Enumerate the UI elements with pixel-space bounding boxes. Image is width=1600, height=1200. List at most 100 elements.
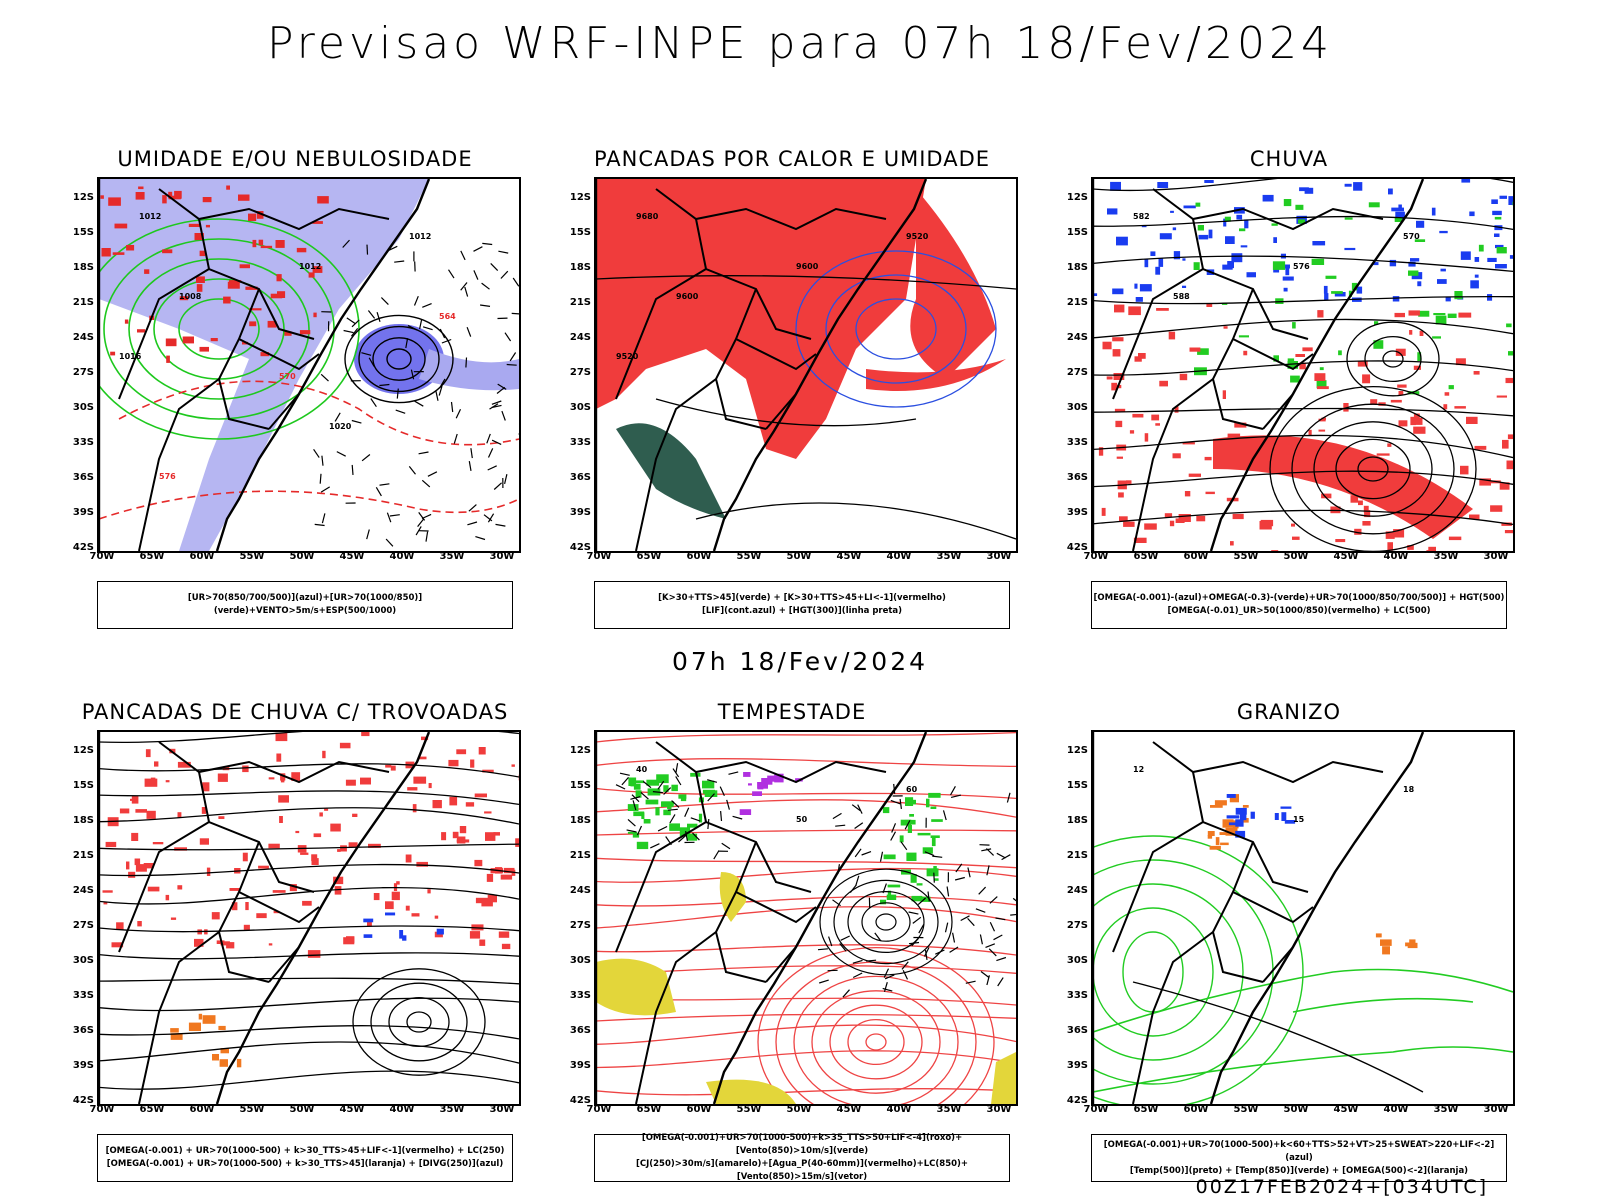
wind850-green [911,895,923,902]
lon-tick-label: 60W [1183,1104,1209,1115]
omega-blue [1141,225,1147,228]
lon-tick-label: 55W [239,551,265,562]
omega-blue [1285,267,1290,276]
wind-vector [927,891,930,902]
lat-tick-label: 21S [72,850,94,861]
lat-tick-label: 27S [72,920,94,931]
wind850-green [702,780,715,789]
omega-blue [1499,195,1507,199]
wind-vector [917,897,926,906]
wind850-green [900,819,912,826]
divergence-blue [399,930,404,939]
omega-red [1101,507,1106,516]
wind850-green [922,847,933,854]
contour-label: 570 [1403,232,1420,241]
streamline [1093,255,1513,273]
height-contour [1269,385,1477,551]
lat-tick-label: 24S [569,332,591,343]
wind-vector [944,922,949,933]
legend-line: [OMEGA(-0.01)_UR>50(1000/850)(vermelho) … [1167,606,1431,616]
wind-vector [657,780,665,790]
lat-tick-label: 36S [72,1025,94,1036]
country-border [217,841,270,983]
thickness-marker [277,291,286,298]
precipitable-water-contour [596,787,1016,800]
wind-vector [832,812,842,820]
thunderstorm-red [154,761,159,767]
omega-blue [1159,233,1172,240]
wind850-green [887,884,901,888]
lat-tick-label: 33S [72,990,94,1001]
thunderstorm-red [220,941,230,946]
thunderstorm-red [289,884,297,892]
legend-line: [OMEGA(-0.001) + UR>70(1000-500) + k>30_… [105,1146,505,1156]
thunderstorm-red [242,765,249,773]
thunderstorm-red [311,858,319,865]
lon-tick-label: 45W [836,1104,862,1115]
omega-red [1227,433,1241,438]
lat-tick-label: 27S [72,367,94,378]
map-canvas: 9680 9600 9520 9600 9520 [596,179,1016,551]
map-canvas: 40 50 60 [596,732,1016,1104]
lat-tick-label: 21S [1066,297,1088,308]
thunderstorm-red [126,861,130,870]
thunderstorm-red [116,922,124,930]
thickness-marker [275,240,285,248]
panel-pancadas-trovoadas: PANCADAS DE CHUVA C/ TROVOADAS 12S 15S 18S 2… [60,700,530,1182]
thunderstorm-red [273,910,280,914]
temp850-contour [1093,1046,1513,1093]
thunderstorm-red [368,843,381,848]
omega-blue [1408,261,1416,267]
omega-blue [1236,214,1243,220]
omega-red [1496,395,1507,398]
wind-vector [912,916,922,924]
wind-vector [949,946,959,953]
thickness-marker [188,223,202,227]
lat-tick-label: 39S [1066,507,1088,518]
contour-label: 18 [1403,785,1415,794]
omega-red [1321,493,1332,499]
wind-vector [667,808,678,811]
omega-green [1287,358,1295,364]
wind-vector [504,332,512,342]
hail-blue [1274,813,1279,820]
thunderstorm-red [102,890,113,893]
thickness-contour [99,490,519,520]
wind850-green [633,783,641,790]
omega-blue [1373,262,1379,266]
omega-red [1474,445,1487,450]
wind850-green [633,780,644,784]
thickness-marker [165,338,177,347]
wind-vector [933,872,935,883]
wind850-green [671,784,678,792]
omega-red [1116,456,1123,459]
wind-vector [498,250,509,254]
legend-box: [OMEGA(-0.001) + UR>70(1000-500) + k>30_… [97,1134,513,1182]
omega-red [1126,480,1132,484]
wind-vector [509,352,517,362]
panel-granizo: GRANIZO 12 15 18 12S 15S 18S 21S 24S 27S 30S 33S 36S… [1054,700,1524,1182]
thunderstorm-red [278,795,289,803]
thunderstorm-red [340,845,347,852]
height-contour [596,275,1016,290]
omega-blue [1509,255,1513,259]
instability-purple [752,791,762,796]
thunderstorm-red [131,832,139,841]
lon-tick-label: 60W [189,1104,215,1115]
wind-vector [707,779,718,783]
wind850-green [663,785,669,792]
wind-vector [487,448,494,458]
omega500-orange [1375,933,1382,938]
lat-tick-label: 42S [569,542,591,553]
omega-red [1506,460,1513,470]
wind-vector [954,876,965,881]
thickness-marker [249,308,262,311]
omega-red [1393,529,1405,538]
omega-blue [1474,257,1480,262]
thunderstorm-red [135,864,147,872]
thunderstorm-red [441,832,447,841]
lat-tick-label: 30S [569,955,591,966]
omega-red [1118,492,1124,498]
omega-blue [1494,233,1500,237]
map-frame: 582 576 570 588 [1091,177,1515,553]
